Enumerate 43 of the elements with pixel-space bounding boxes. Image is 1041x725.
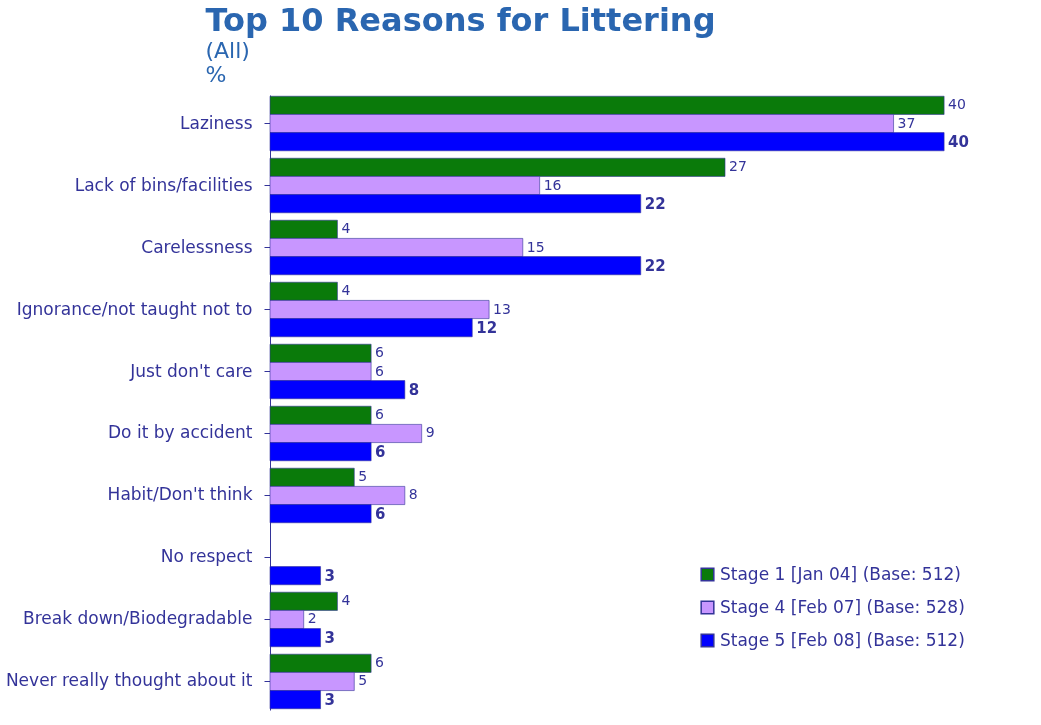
- data-label: 22: [644, 256, 666, 275]
- data-label: 8: [408, 380, 420, 399]
- chart-title: Top 10 Reasons for Littering: [205, 1, 716, 39]
- data-label: 3: [324, 690, 335, 709]
- y-tick-label: Never really thought about it: [5, 670, 253, 691]
- legend-label: Stage 4 [Feb 07] (Base: 528): [720, 596, 965, 617]
- y-tick-label: Ignorance/not taught not to: [16, 298, 253, 319]
- data-label: 6: [375, 442, 386, 461]
- data-label: 5: [358, 672, 368, 689]
- y-tick-label: Carelessness: [141, 236, 253, 257]
- data-label: 40: [948, 96, 966, 113]
- data-label: 6: [375, 406, 385, 423]
- data-label: 6: [375, 654, 385, 671]
- data-label: 6: [375, 344, 385, 361]
- data-label: 27: [729, 158, 747, 175]
- data-label: 40: [948, 132, 969, 151]
- data-label: 22: [644, 194, 666, 213]
- data-label: 16: [543, 176, 562, 193]
- data-label: 12: [476, 318, 498, 337]
- data-label: 8: [408, 486, 418, 503]
- y-tick-label: Lack of bins/facilities: [74, 174, 253, 195]
- legend-label: Stage 5 [Feb 08] (Base: 512): [720, 629, 965, 650]
- y-tick-label: Do it by accident: [108, 422, 253, 443]
- y-tick-label: Habit/Don't think: [107, 484, 253, 505]
- data-label: 4: [341, 282, 351, 299]
- legend-label: Stage 1 [Jan 04] (Base: 512): [720, 563, 961, 584]
- y-tick-label: No respect: [160, 546, 253, 567]
- data-label: 37: [897, 114, 916, 131]
- data-label: 3: [324, 628, 335, 647]
- data-label: 4: [341, 592, 351, 609]
- y-tick-label: Just don't care: [129, 360, 253, 381]
- data-label: 6: [375, 504, 386, 523]
- data-label: 5: [358, 468, 368, 485]
- data-label: 2: [307, 610, 317, 627]
- data-label: 3: [324, 566, 335, 585]
- data-label: 6: [375, 362, 385, 379]
- y-tick-label: Laziness: [180, 112, 253, 133]
- chart-subtitle: (All) %: [205, 38, 250, 87]
- data-label: 9: [425, 424, 435, 441]
- y-tick-label: Break down/Biodegradable: [23, 608, 253, 629]
- data-label: 15: [526, 238, 545, 255]
- data-label: 4: [341, 220, 351, 237]
- data-label: 13: [493, 300, 511, 317]
